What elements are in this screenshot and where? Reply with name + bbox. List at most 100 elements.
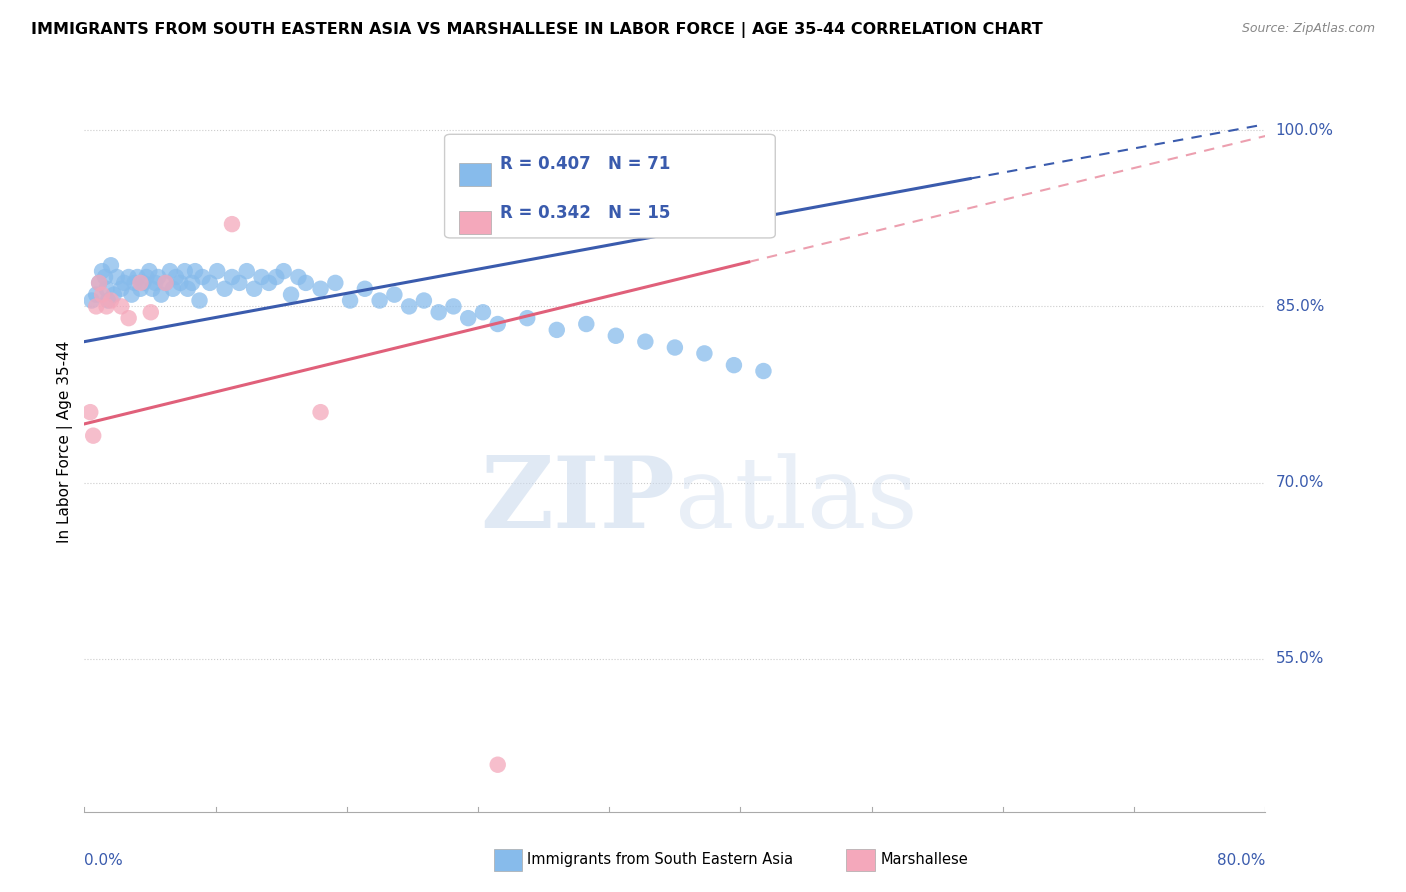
Point [236,264,259,278]
Point [135,270,157,285]
Text: 80.0%: 80.0% [1218,853,1265,868]
Point [94,270,117,285]
Text: R = 0.342   N = 15: R = 0.342 N = 15 [501,203,671,221]
Y-axis label: In Labor Force | Age 35-44: In Labor Force | Age 35-44 [58,341,73,542]
Point [273,264,295,278]
Point [150,287,173,301]
Text: 0.0%: 0.0% [84,853,124,868]
Point [427,305,450,319]
Point [112,276,135,290]
Point [97,293,120,308]
Point [139,305,162,319]
Point [309,282,332,296]
Point [605,328,627,343]
Point [207,264,229,278]
Point [110,282,132,296]
Point [457,311,479,326]
Point [382,287,406,301]
Point [96,282,118,296]
Point [295,276,318,290]
Text: 70.0%: 70.0% [1275,475,1324,491]
Point [228,276,250,290]
Point [132,276,155,290]
Point [80,293,103,308]
Point [181,276,204,290]
Point [138,264,160,278]
Point [266,270,288,285]
Point [184,264,207,278]
Point [516,311,538,326]
Point [155,276,177,290]
Point [752,364,775,378]
Point [118,270,141,285]
Point [96,299,118,313]
Point [82,428,104,442]
Point [188,293,211,308]
Point [693,346,716,360]
Text: IMMIGRANTS FROM SOUTH EASTERN ASIA VS MARSHALLESE IN LABOR FORCE | AGE 35-44 COR: IMMIGRANTS FROM SOUTH EASTERN ASIA VS MA… [31,22,1043,38]
Point [124,276,146,290]
Point [339,293,361,308]
Point [103,287,125,301]
Point [309,405,332,419]
Point [221,270,243,285]
Point [486,317,509,331]
Point [173,264,195,278]
Point [443,299,465,313]
FancyBboxPatch shape [458,211,491,234]
Point [664,341,686,355]
Point [280,287,302,301]
Point [413,293,436,308]
Point [141,282,163,296]
Point [110,299,132,313]
Point [398,299,420,313]
Point [472,305,495,319]
Point [84,287,107,301]
Point [354,282,377,296]
Text: 55.0%: 55.0% [1275,651,1324,666]
Point [575,317,598,331]
Point [169,276,191,290]
Point [486,757,509,772]
Point [250,270,273,285]
Point [198,276,221,290]
Point [243,282,266,296]
Point [105,270,128,285]
Point [121,287,143,301]
Point [91,264,114,278]
Point [155,276,177,290]
Point [723,358,745,372]
FancyBboxPatch shape [458,162,491,186]
Point [177,282,200,296]
Point [127,270,149,285]
Text: Source: ZipAtlas.com: Source: ZipAtlas.com [1241,22,1375,36]
Point [546,323,568,337]
Point [159,264,181,278]
Point [368,293,391,308]
Point [129,282,152,296]
Point [148,270,170,285]
Text: 100.0%: 100.0% [1275,122,1334,137]
Point [325,276,347,290]
Point [214,282,236,296]
Point [91,287,114,301]
Point [100,258,122,272]
Text: atlas: atlas [675,453,918,549]
Text: R = 0.407   N = 71: R = 0.407 N = 71 [501,155,671,173]
Point [100,293,122,308]
Point [129,276,152,290]
Point [118,311,141,326]
Text: ZIP: ZIP [479,452,675,549]
Point [87,276,111,290]
Point [162,282,184,296]
FancyBboxPatch shape [444,135,775,238]
Point [257,276,280,290]
Point [87,276,111,290]
Text: 85.0%: 85.0% [1275,299,1324,314]
Point [165,270,187,285]
Point [143,276,166,290]
Text: Immigrants from South Eastern Asia: Immigrants from South Eastern Asia [527,853,793,867]
Point [634,334,657,349]
Point [287,270,309,285]
Point [191,270,214,285]
